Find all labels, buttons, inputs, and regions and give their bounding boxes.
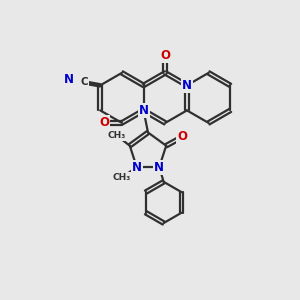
Text: CH₃: CH₃ <box>107 131 126 140</box>
Text: O: O <box>177 130 188 143</box>
Text: N: N <box>154 160 164 174</box>
Text: N: N <box>64 73 74 86</box>
Text: O: O <box>160 49 170 62</box>
Text: N: N <box>182 79 192 92</box>
Text: N: N <box>139 104 148 117</box>
Text: C: C <box>80 77 88 87</box>
Text: N: N <box>132 160 142 174</box>
Text: O: O <box>99 116 109 129</box>
Text: CH₃: CH₃ <box>113 173 131 182</box>
